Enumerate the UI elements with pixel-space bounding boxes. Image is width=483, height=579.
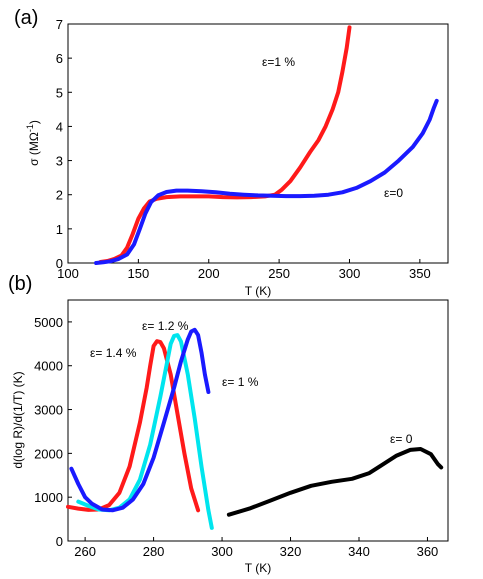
a-y-tick-label: 6 bbox=[56, 51, 63, 66]
panel-a-x-label: T (K) bbox=[245, 284, 271, 298]
panel-a: (a) 100 150 200 250 300 350 0 1 2 3 4 5 6 7 T (K) σ (… bbox=[14, 7, 449, 298]
b-y-tick-label: 0 bbox=[56, 534, 63, 549]
b-series-line-1 bbox=[76, 333, 214, 530]
b-y-tick-label: 5000 bbox=[34, 315, 63, 330]
a-x-tick-label: 100 bbox=[57, 266, 79, 281]
b-x-tick-label: 280 bbox=[143, 544, 165, 559]
a-x-tick-label: 200 bbox=[198, 266, 220, 281]
a-y-tick-label: 4 bbox=[56, 119, 63, 134]
b-x-tick-label: 300 bbox=[211, 544, 233, 559]
panel-b-frame bbox=[67, 299, 449, 542]
panel-a-frame bbox=[67, 23, 449, 264]
a-series-line-0 bbox=[98, 25, 352, 264]
annotation-eps-0-a: ε=0 bbox=[384, 186, 403, 200]
a-y-tick-label: 1 bbox=[56, 222, 63, 237]
annotation-eps-1-2: ε= 1.2 % bbox=[142, 319, 189, 333]
panel-a-y-label: σ (MΩ-1) bbox=[25, 120, 41, 166]
b-y-tick-label: 2000 bbox=[34, 446, 63, 461]
annotation-eps-0-b: ε= 0 bbox=[390, 432, 413, 446]
b-y-tick-label: 3000 bbox=[34, 403, 63, 418]
a-x-tick-label: 300 bbox=[339, 266, 361, 281]
a-y-tick-label: 0 bbox=[56, 256, 63, 271]
b-y-tick-label: 4000 bbox=[34, 359, 63, 374]
b-series-line-2 bbox=[69, 327, 211, 513]
b-y-tick-label: 1000 bbox=[34, 490, 63, 505]
annotation-eps-1-4: ε= 1.4 % bbox=[90, 346, 137, 360]
a-y-tick-label: 5 bbox=[56, 85, 63, 100]
b-x-tick-label: 360 bbox=[417, 544, 439, 559]
b-series-line-3 bbox=[226, 447, 444, 517]
b-x-tick-label: 320 bbox=[280, 544, 302, 559]
annotation-eps-1-a: ε=1 % bbox=[262, 55, 295, 69]
a-y-tick-label: 3 bbox=[56, 154, 63, 169]
b-x-tick-label: 260 bbox=[74, 544, 96, 559]
panel-a-label: (a) bbox=[14, 7, 38, 29]
a-y-tick-label: 7 bbox=[56, 17, 63, 32]
panel-b-y-label: d(log R)/d(1/T) (K) bbox=[11, 371, 25, 468]
a-x-tick-label: 350 bbox=[409, 266, 431, 281]
panel-b: (b) 260 280 300 320 340 360 0 1000 2000 3000 4000 5… bbox=[8, 273, 449, 575]
annotation-eps-1: ε= 1 % bbox=[222, 375, 259, 389]
panel-b-label: (b) bbox=[8, 273, 32, 295]
a-series-line-1 bbox=[94, 98, 439, 265]
panel-b-x-label: T (K) bbox=[245, 561, 271, 575]
a-x-tick-label: 150 bbox=[128, 266, 150, 281]
b-x-tick-label: 340 bbox=[348, 544, 370, 559]
a-x-tick-label: 250 bbox=[268, 266, 290, 281]
a-y-tick-label: 2 bbox=[56, 188, 63, 203]
